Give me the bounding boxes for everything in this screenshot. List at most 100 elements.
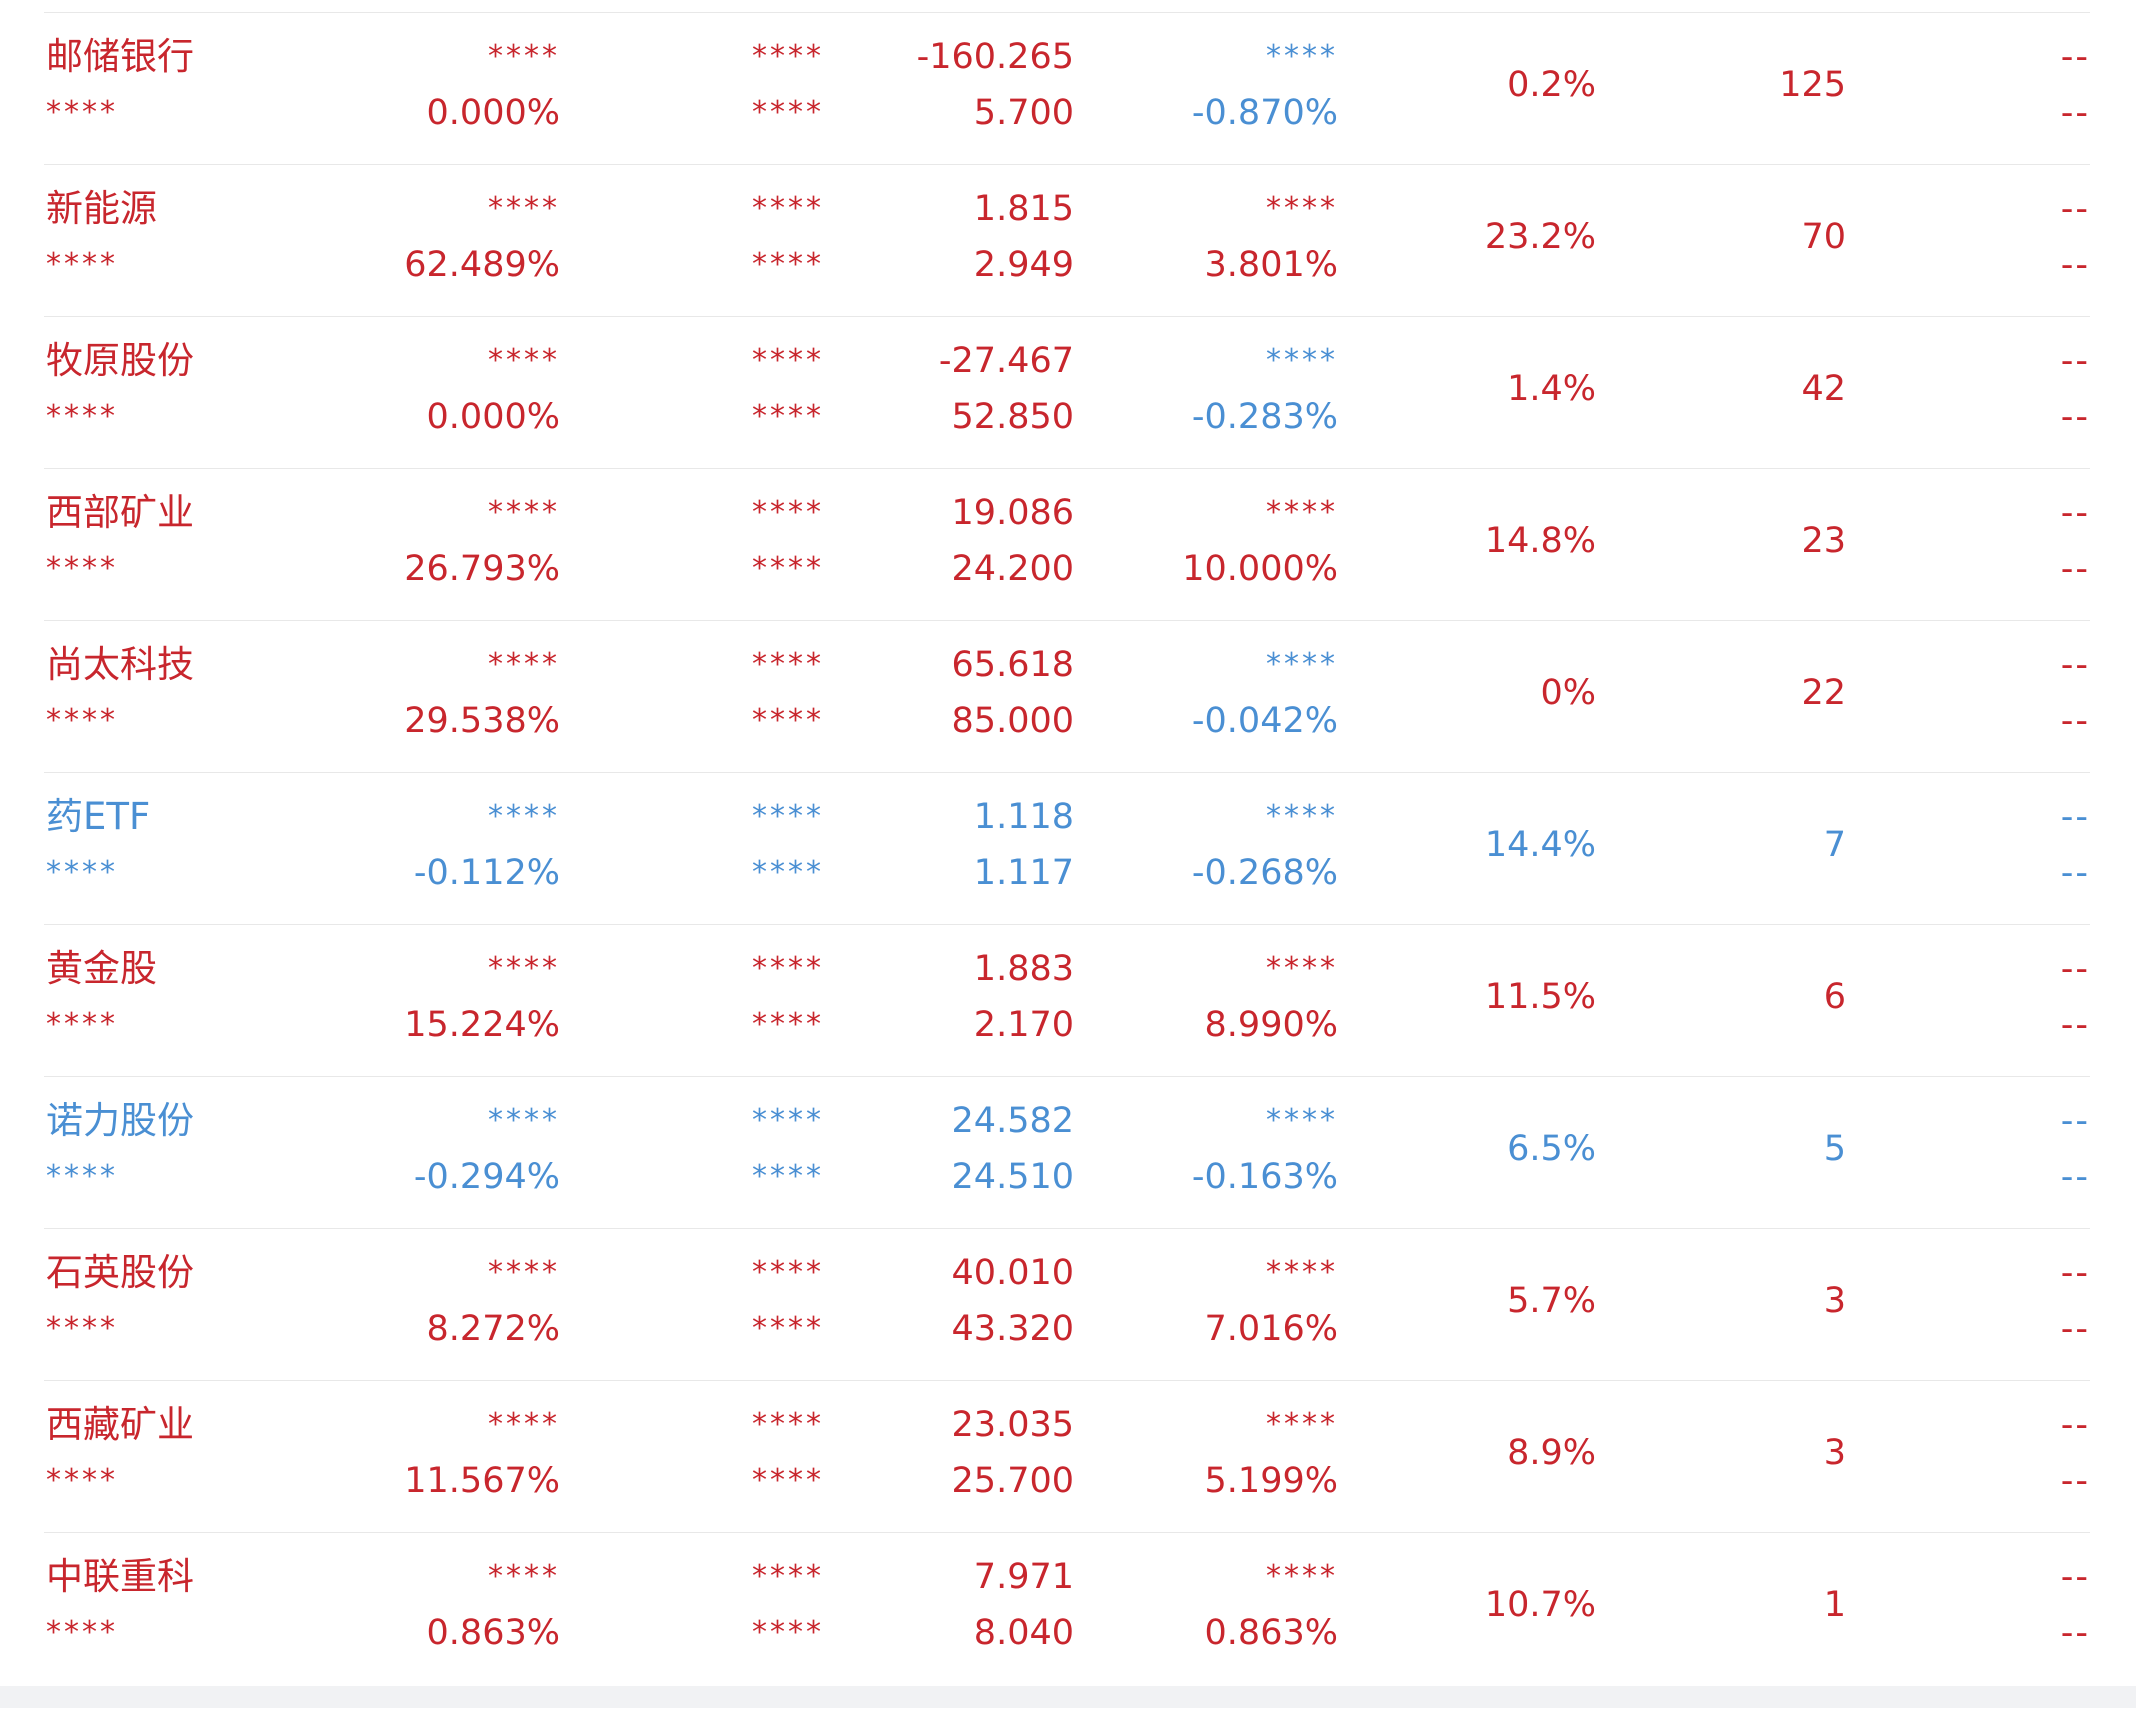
table-row[interactable]: 新能源 **** **** 1.815 **** -- **** 62.489% **** 2.9… bbox=[44, 164, 2090, 316]
stock-empty-bottom: -- bbox=[2060, 1461, 2090, 1501]
stock-hidden-value: **** bbox=[46, 95, 118, 130]
stock-position-percent: 0.2% bbox=[1507, 65, 1596, 105]
stock-cost-value: 65.618 bbox=[951, 645, 1074, 685]
stock-metric-2: **** bbox=[752, 1103, 824, 1138]
stock-cost-value: 1.883 bbox=[973, 949, 1074, 989]
stock-metric-3: **** bbox=[1266, 191, 1338, 226]
stock-empty-top: -- bbox=[2060, 341, 2090, 381]
table-row[interactable]: 黄金股 **** **** 1.883 **** -- **** 15.224% **** 2.1… bbox=[44, 924, 2090, 1076]
table-row[interactable]: 中联重科 **** **** 7.971 **** -- **** 0.863% **** 8.0… bbox=[44, 1532, 2090, 1684]
stock-metric-2b: **** bbox=[752, 95, 824, 130]
stock-change-percent: 3.801% bbox=[1204, 245, 1338, 285]
table-row[interactable]: 诺力股份 **** **** 24.582 **** -- **** -0.294% **** 2… bbox=[44, 1076, 2090, 1228]
stock-empty-top: -- bbox=[2060, 797, 2090, 837]
stock-price-value: 43.320 bbox=[951, 1309, 1074, 1349]
stock-metric-2b: **** bbox=[752, 1311, 824, 1346]
stock-price-value: 5.700 bbox=[973, 93, 1074, 133]
stock-metric-2b: **** bbox=[752, 399, 824, 434]
stock-change-percent: 8.990% bbox=[1204, 1005, 1338, 1045]
stock-yield-percent: -0.112% bbox=[413, 853, 560, 893]
stock-name: 药ETF bbox=[46, 795, 151, 838]
stock-yield-percent: 11.567% bbox=[404, 1461, 560, 1501]
stock-empty-top: -- bbox=[2060, 189, 2090, 229]
stock-position-percent: 10.7% bbox=[1484, 1585, 1596, 1625]
stock-empty-bottom: -- bbox=[2060, 1157, 2090, 1197]
stock-yield-percent: 26.793% bbox=[404, 549, 560, 589]
stock-empty-bottom: -- bbox=[2060, 701, 2090, 741]
stock-metric-3: **** bbox=[1266, 647, 1338, 682]
table-row[interactable]: 牧原股份 **** **** -27.467 **** -- **** 0.000% **** 5… bbox=[44, 316, 2090, 468]
stock-cost-value: 1.815 bbox=[973, 189, 1074, 229]
stock-hold-days: 23 bbox=[1801, 521, 1846, 561]
stock-change-percent: 7.016% bbox=[1204, 1309, 1338, 1349]
table-row[interactable]: 西部矿业 **** **** 19.086 **** -- **** 26.793% **** 2… bbox=[44, 468, 2090, 620]
table-row[interactable]: 尚太科技 **** **** 65.618 **** -- **** 29.538% **** 8… bbox=[44, 620, 2090, 772]
stock-metric-2: **** bbox=[752, 647, 824, 682]
stock-metric-2b: **** bbox=[752, 551, 824, 586]
stock-cost-value: 40.010 bbox=[951, 1253, 1074, 1293]
holdings-table: 邮储银行 **** **** -160.265 **** -- **** 0.000% ****… bbox=[44, 12, 2090, 1684]
stock-metric-2: **** bbox=[752, 799, 824, 834]
stock-cost-value: 7.971 bbox=[973, 1557, 1074, 1597]
stock-name: 邮储银行 bbox=[46, 35, 194, 78]
stock-metric-2: **** bbox=[752, 1255, 824, 1290]
stock-cost-value: 24.582 bbox=[951, 1101, 1074, 1141]
stock-name: 诺力股份 bbox=[46, 1099, 194, 1142]
stock-empty-top: -- bbox=[2060, 1253, 2090, 1293]
stock-empty-top: -- bbox=[2060, 1101, 2090, 1141]
stock-yield-percent: 0.000% bbox=[426, 397, 560, 437]
stock-name: 黄金股 bbox=[46, 947, 157, 990]
table-row[interactable]: 西藏矿业 **** **** 23.035 **** -- **** 11.567% **** 2… bbox=[44, 1380, 2090, 1532]
stock-change-percent: -0.042% bbox=[1191, 701, 1338, 741]
stock-name: 石英股份 bbox=[46, 1251, 194, 1294]
stock-price-value: 2.949 bbox=[973, 245, 1074, 285]
stock-metric-2b: **** bbox=[752, 247, 824, 282]
stock-metric-3: **** bbox=[1266, 799, 1338, 834]
stock-empty-bottom: -- bbox=[2060, 93, 2090, 133]
stock-metric-1: **** bbox=[488, 1407, 560, 1442]
stock-metric-3: **** bbox=[1266, 951, 1338, 986]
stock-metric-3: **** bbox=[1266, 343, 1338, 378]
stock-price-value: 8.040 bbox=[973, 1613, 1074, 1653]
stock-position-percent: 1.4% bbox=[1507, 369, 1596, 409]
stock-metric-2b: **** bbox=[752, 1463, 824, 1498]
stock-change-percent: -0.870% bbox=[1191, 93, 1338, 133]
stock-metric-2: **** bbox=[752, 951, 824, 986]
stock-empty-top: -- bbox=[2060, 1557, 2090, 1597]
stock-empty-bottom: -- bbox=[2060, 1005, 2090, 1045]
stock-metric-2: **** bbox=[752, 191, 824, 226]
stock-cost-value: 19.086 bbox=[951, 493, 1074, 533]
stock-hidden-value: **** bbox=[46, 551, 118, 586]
stock-empty-bottom: -- bbox=[2060, 1613, 2090, 1653]
stock-price-value: 85.000 bbox=[951, 701, 1074, 741]
stock-position-percent: 6.5% bbox=[1507, 1129, 1596, 1169]
stock-change-percent: 0.863% bbox=[1204, 1613, 1338, 1653]
stock-empty-bottom: -- bbox=[2060, 549, 2090, 589]
stock-hidden-value: **** bbox=[46, 399, 118, 434]
stock-position-percent: 5.7% bbox=[1507, 1281, 1596, 1321]
stock-change-percent: 10.000% bbox=[1182, 549, 1338, 589]
stock-metric-2b: **** bbox=[752, 1007, 824, 1042]
stock-position-percent: 11.5% bbox=[1484, 977, 1596, 1017]
stock-metric-1: **** bbox=[488, 799, 560, 834]
stock-empty-bottom: -- bbox=[2060, 397, 2090, 437]
stock-position-percent: 14.8% bbox=[1484, 521, 1596, 561]
table-row[interactable]: 药ETF **** **** 1.118 **** -- **** -0.112% **** 1.… bbox=[44, 772, 2090, 924]
stock-empty-top: -- bbox=[2060, 493, 2090, 533]
table-row[interactable]: 石英股份 **** **** 40.010 **** -- **** 8.272% **** 43… bbox=[44, 1228, 2090, 1380]
stock-change-percent: 5.199% bbox=[1204, 1461, 1338, 1501]
stock-cost-value: -160.265 bbox=[916, 37, 1074, 77]
footer-bar bbox=[0, 1686, 2136, 1708]
stock-hold-days: 7 bbox=[1823, 825, 1846, 865]
stock-hold-days: 1 bbox=[1823, 1585, 1846, 1625]
stock-hold-days: 125 bbox=[1779, 65, 1846, 105]
stock-hidden-value: **** bbox=[46, 1463, 118, 1498]
stock-metric-2: **** bbox=[752, 1559, 824, 1594]
stock-change-percent: -0.268% bbox=[1191, 853, 1338, 893]
stock-metric-2: **** bbox=[752, 39, 824, 74]
stock-position-percent: 0% bbox=[1540, 673, 1596, 713]
stock-price-value: 24.200 bbox=[951, 549, 1074, 589]
stock-metric-2: **** bbox=[752, 343, 824, 378]
table-row[interactable]: 邮储银行 **** **** -160.265 **** -- **** 0.000% ****… bbox=[44, 12, 2090, 164]
stock-change-percent: -0.283% bbox=[1191, 397, 1338, 437]
